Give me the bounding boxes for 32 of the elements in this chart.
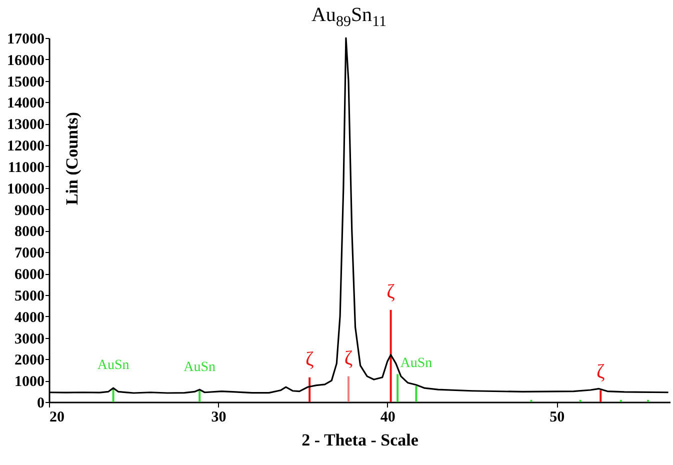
y-tick-label: 15000 xyxy=(7,74,44,90)
y-tick-label: 7000 xyxy=(14,246,44,262)
x-axis-title: 2 - Theta - Scale xyxy=(302,430,419,450)
y-tick-label: 1000 xyxy=(14,374,44,390)
y-tick-label: 10000 xyxy=(7,181,44,198)
y-tick-label: 2000 xyxy=(14,352,44,369)
y-tick-label: 16000 xyxy=(7,52,44,69)
y-tick-label: 12000 xyxy=(7,138,44,155)
annotation: AuSn xyxy=(97,358,130,374)
annotation: ζ xyxy=(386,280,395,303)
annotation: AuSn xyxy=(400,356,432,371)
x-tick-label: 50 xyxy=(550,410,565,426)
chart-title: Au$_{89}$Sn$_{11}$ xyxy=(311,4,387,30)
y-tick-label: 3000 xyxy=(14,331,44,348)
y-tick-label: 17000 xyxy=(7,32,44,48)
annotation: ζ xyxy=(305,348,314,370)
x-tick-label: 20 xyxy=(50,410,64,426)
y-tick-label: 8000 xyxy=(14,224,44,240)
y-tick-label: 5000 xyxy=(14,288,44,304)
y-tick-label: 13000 xyxy=(7,117,44,134)
x-tick-label: 30 xyxy=(211,410,226,426)
y-tick-label: 6000 xyxy=(14,267,44,284)
y-tick-label: 11000 xyxy=(8,160,44,176)
annotation: ζ xyxy=(596,361,605,384)
y-axis-title: Lin (Counts) xyxy=(62,112,82,206)
y-tick-label: 0 xyxy=(37,396,44,412)
y-tick-label: 4000 xyxy=(14,310,44,326)
y-tick-label: 9000 xyxy=(14,202,44,219)
x-tick-label: 40 xyxy=(380,410,396,426)
annotation: AuSn xyxy=(184,360,216,376)
y-tick-label: 14000 xyxy=(7,96,44,112)
annotation: ζ xyxy=(344,347,353,370)
